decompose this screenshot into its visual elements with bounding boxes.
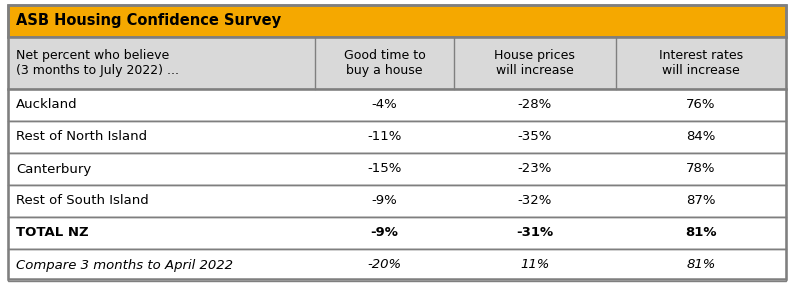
- Text: 81%: 81%: [685, 227, 716, 239]
- Bar: [8, 5, 786, 37]
- Text: -11%: -11%: [368, 131, 402, 143]
- Text: Rest of South Island: Rest of South Island: [16, 195, 148, 208]
- Text: Auckland: Auckland: [16, 99, 78, 112]
- Text: 78%: 78%: [686, 162, 715, 176]
- Bar: [8, 185, 786, 217]
- Text: ASB Housing Confidence Survey: ASB Housing Confidence Survey: [16, 14, 281, 28]
- Text: -15%: -15%: [368, 162, 402, 176]
- Text: TOTAL NZ: TOTAL NZ: [16, 227, 89, 239]
- Bar: [8, 89, 786, 121]
- Bar: [8, 37, 786, 89]
- Text: -23%: -23%: [518, 162, 552, 176]
- Bar: [8, 249, 786, 281]
- Text: House prices
will increase: House prices will increase: [495, 49, 575, 77]
- Text: 11%: 11%: [520, 258, 549, 272]
- Text: Compare 3 months to April 2022: Compare 3 months to April 2022: [16, 258, 233, 272]
- Text: -4%: -4%: [372, 99, 398, 112]
- Bar: [8, 217, 786, 249]
- Text: Rest of North Island: Rest of North Island: [16, 131, 147, 143]
- Text: -35%: -35%: [518, 131, 552, 143]
- Text: 76%: 76%: [686, 99, 715, 112]
- Text: -9%: -9%: [372, 195, 398, 208]
- Text: -9%: -9%: [371, 227, 399, 239]
- Text: Interest rates
will increase: Interest rates will increase: [659, 49, 743, 77]
- Text: Good time to
buy a house: Good time to buy a house: [344, 49, 426, 77]
- Text: -28%: -28%: [518, 99, 552, 112]
- Text: 84%: 84%: [686, 131, 715, 143]
- Text: Canterbury: Canterbury: [16, 162, 91, 176]
- Text: 81%: 81%: [686, 258, 715, 272]
- Bar: [8, 121, 786, 153]
- Text: -20%: -20%: [368, 258, 402, 272]
- Text: Net percent who believe
(3 months to July 2022) ...: Net percent who believe (3 months to Jul…: [16, 49, 179, 77]
- Text: 87%: 87%: [686, 195, 715, 208]
- Text: -31%: -31%: [516, 227, 553, 239]
- Bar: [8, 153, 786, 185]
- Text: -32%: -32%: [518, 195, 552, 208]
